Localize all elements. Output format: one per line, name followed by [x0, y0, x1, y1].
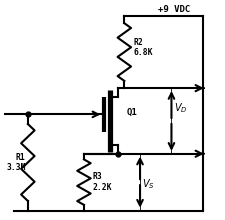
Text: $V_D$: $V_D$: [173, 101, 187, 115]
Text: $V_S$: $V_S$: [142, 177, 154, 191]
Text: R2
6.8K: R2 6.8K: [133, 38, 152, 57]
Text: R1
3.3M: R1 3.3M: [6, 153, 25, 172]
Text: +9 VDC: +9 VDC: [157, 5, 189, 14]
Text: Q1: Q1: [126, 108, 137, 117]
Text: R3
2.2K: R3 2.2K: [92, 172, 112, 192]
